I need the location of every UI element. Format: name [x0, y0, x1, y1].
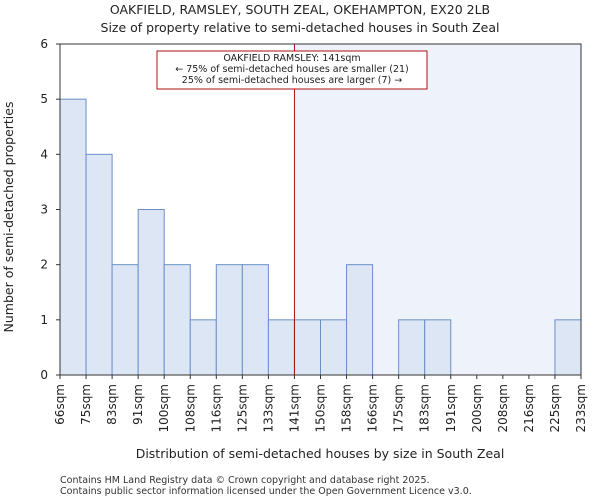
y-tick-label: 5 [40, 92, 48, 106]
bar-116sqm [215, 264, 243, 376]
bar-83sqm [111, 264, 139, 376]
x-tick-label: 225sqm [548, 384, 562, 432]
bar-66sqm [59, 98, 87, 376]
bar-125sqm [241, 264, 269, 376]
y-tick-label: 4 [40, 147, 48, 161]
annotation-line-2: ← 75% of semi-detached houses are smalle… [175, 64, 409, 75]
bar-175sqm [398, 319, 426, 376]
x-tick-label: 191sqm [444, 384, 458, 432]
footer-line-2: Contains public sector information licen… [60, 486, 472, 497]
x-tick-label: 200sqm [470, 384, 484, 432]
bar-141sqm [293, 319, 322, 376]
x-tick-label: 116sqm [209, 384, 223, 432]
x-tick-label: 91sqm [131, 384, 145, 425]
y-tick-label: 6 [40, 37, 48, 51]
bars-group [59, 98, 582, 376]
x-tick-label: 150sqm [314, 384, 328, 432]
annotation-frame [156, 50, 428, 90]
x-axis-label: Distribution of semi-detached houses by … [136, 446, 505, 461]
bar-100sqm [163, 264, 191, 376]
bar-133sqm [267, 319, 295, 376]
x-tick-label: 158sqm [340, 384, 354, 432]
x-tick-label: 208sqm [496, 384, 510, 432]
x-tick-label: 83sqm [105, 384, 119, 425]
annotation-line-3: 25% of semi-detached houses are larger (… [182, 75, 402, 86]
bar-183sqm [424, 319, 452, 376]
x-tick-label: 66sqm [53, 384, 67, 425]
bar-108sqm [189, 319, 217, 376]
chart-title: OAKFIELD, RAMSLEY, SOUTH ZEAL, OKEHAMPTO… [110, 2, 490, 17]
bar-91sqm [137, 209, 165, 376]
x-tick-label: 175sqm [392, 384, 406, 432]
x-axis: 66sqm 75sqm 83sqm 91sqm 100sqm 108sqm 116sqm 12… [53, 375, 588, 432]
x-tick-label: 216sqm [522, 384, 536, 432]
bar-75sqm [85, 153, 113, 376]
y-tick-label: 1 [40, 313, 48, 327]
x-tick-label: 183sqm [418, 384, 432, 432]
annotation-box: OAKFIELD RAMSLEY: 141sqm ← 75% of semi-d… [156, 50, 428, 90]
y-axis-label: Number of semi-detached properties [1, 102, 16, 333]
footer-line-1: Contains HM Land Registry data © Crown c… [60, 475, 430, 486]
chart-subtitle: Size of property relative to semi-detach… [101, 20, 500, 35]
bar-225sqm [554, 319, 582, 376]
x-tick-label: 141sqm [287, 384, 301, 432]
x-tick-label: 166sqm [366, 384, 380, 432]
y-tick-label: 0 [40, 368, 48, 382]
x-tick-label: 125sqm [235, 384, 249, 432]
x-tick-label: 233sqm [574, 384, 588, 432]
y-tick-label: 2 [40, 258, 48, 272]
y-tick-label: 3 [40, 203, 48, 217]
annotation-line-1: OAKFIELD RAMSLEY: 141sqm [223, 53, 360, 64]
bar-158sqm [346, 264, 374, 376]
x-tick-label: 100sqm [157, 384, 171, 432]
x-tick-label: 75sqm [79, 384, 93, 425]
bar-150sqm [320, 319, 348, 376]
y-axis: 0 1 2 3 4 5 6 [40, 37, 60, 382]
x-tick-label: 133sqm [261, 384, 275, 432]
x-tick-label: 108sqm [183, 384, 197, 432]
